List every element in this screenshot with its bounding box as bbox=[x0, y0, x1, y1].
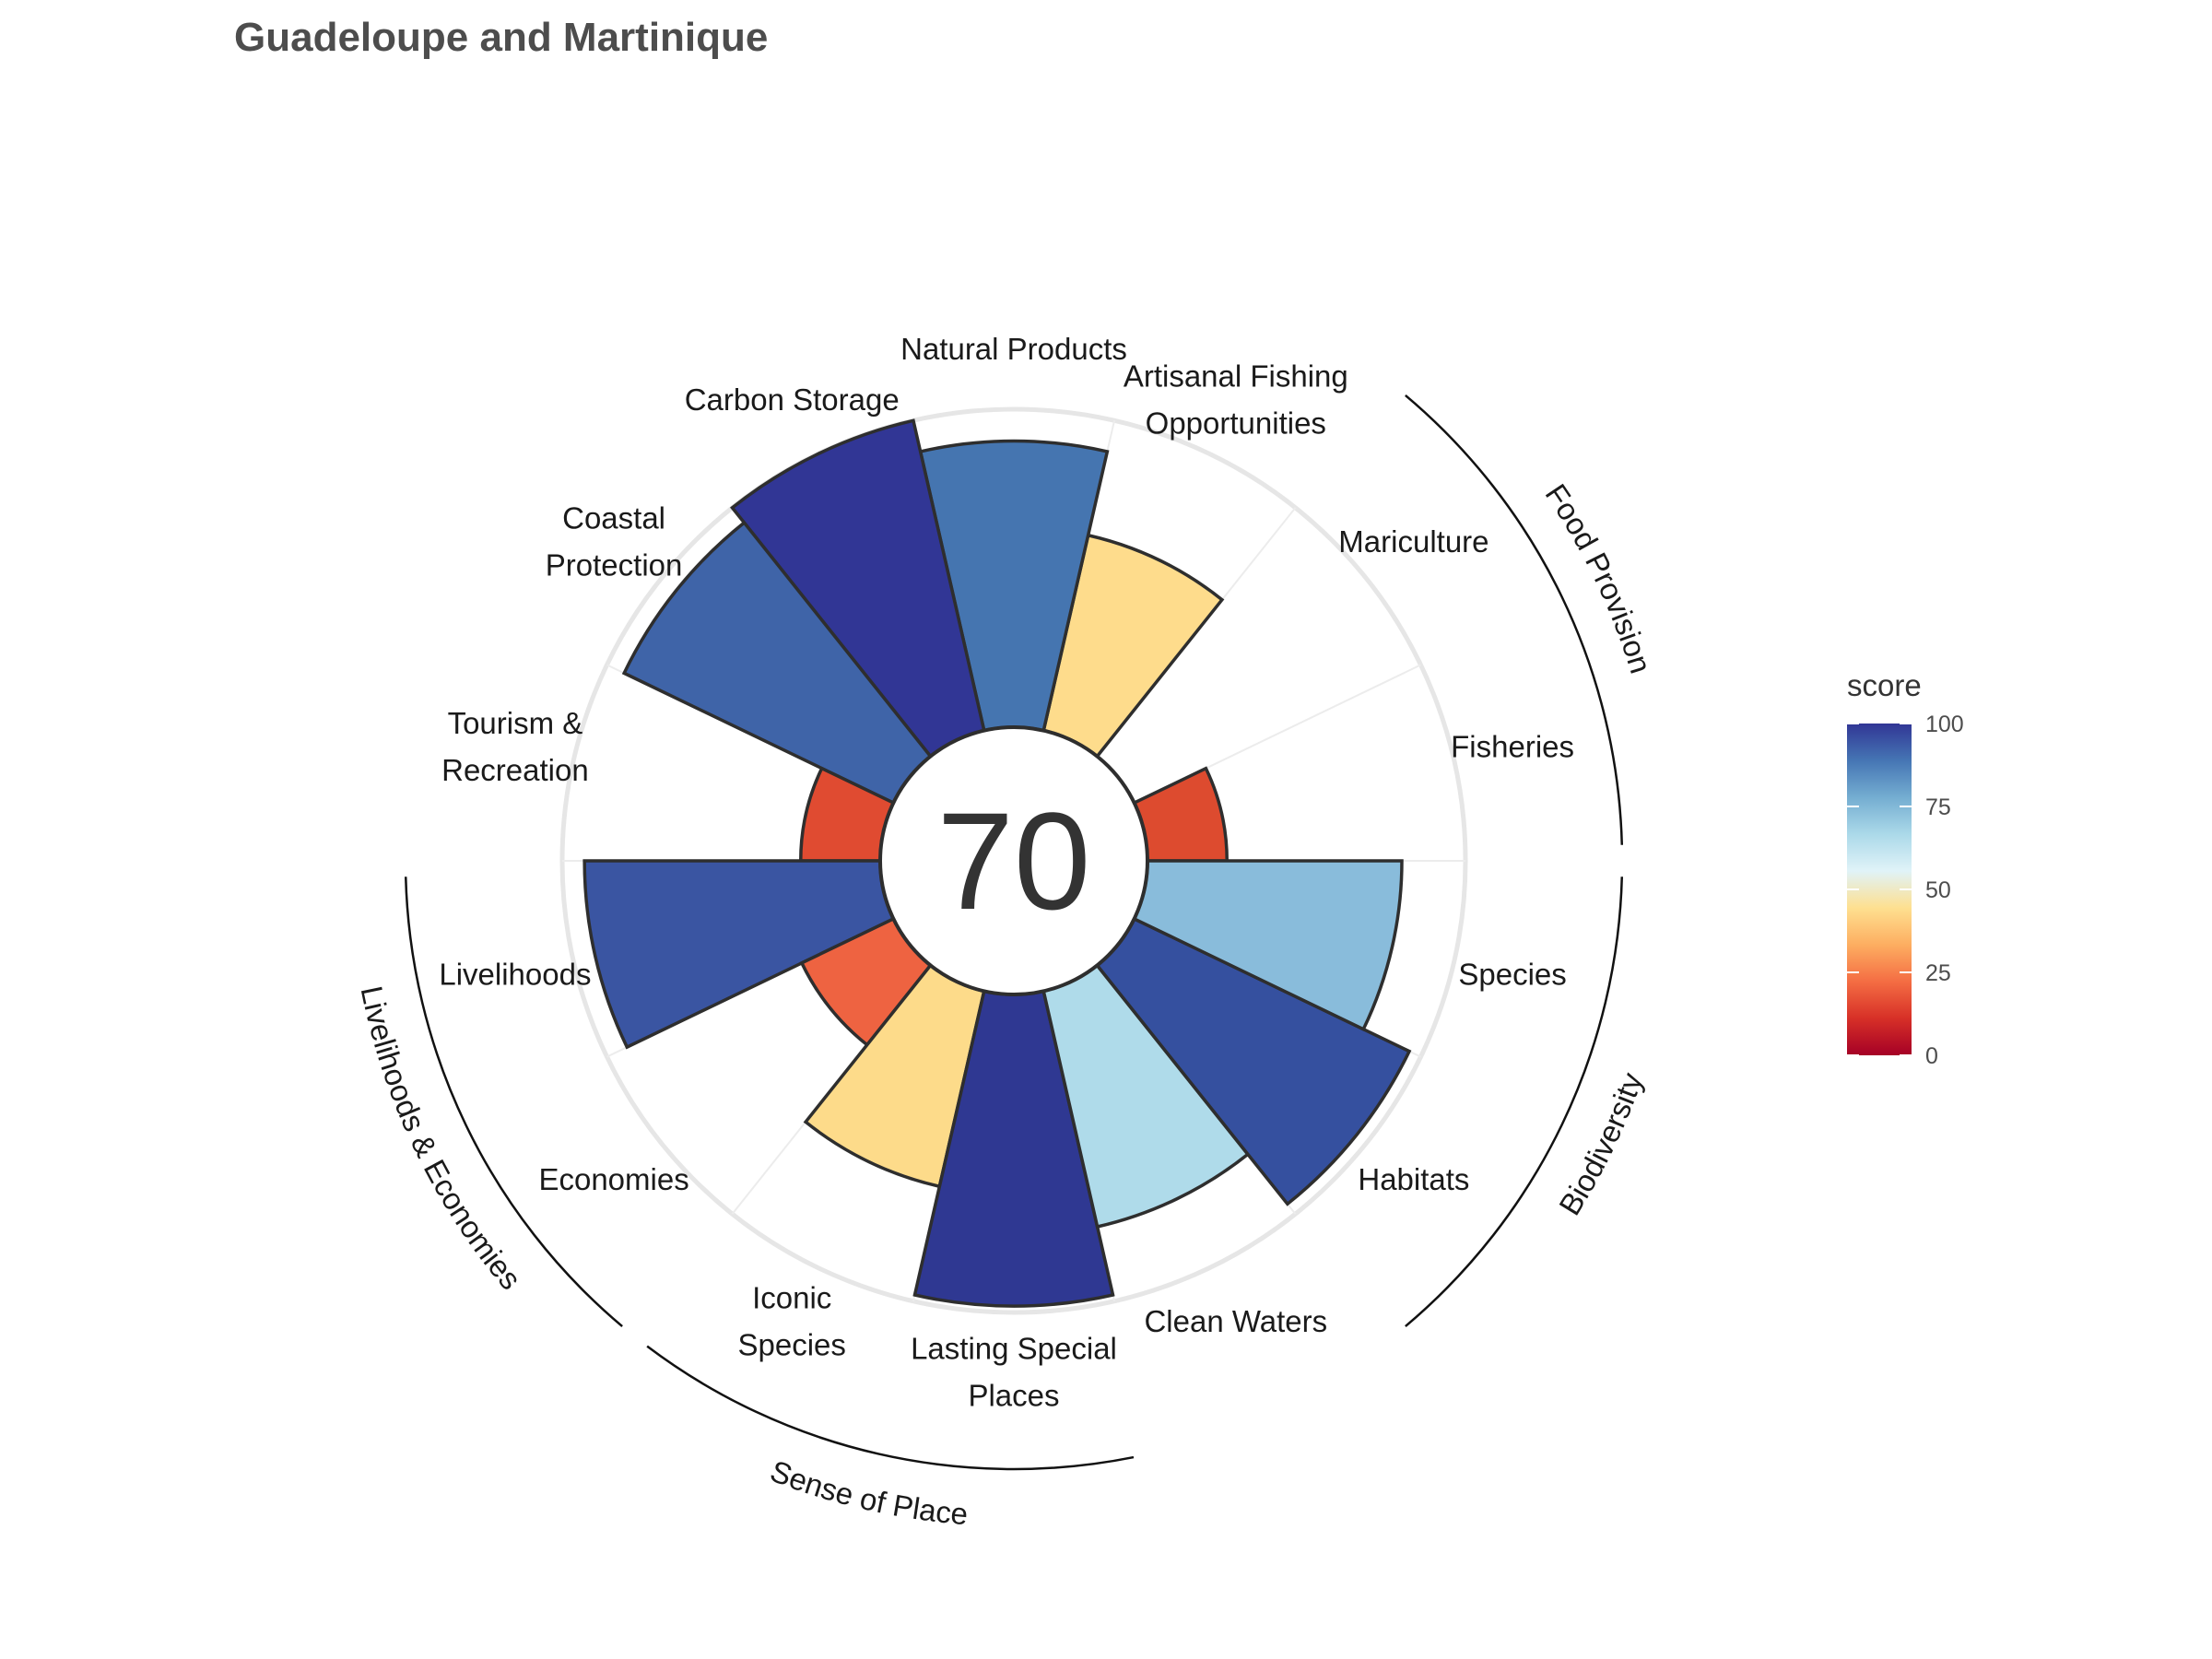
goal-label: Habitats bbox=[1358, 1162, 1469, 1196]
goal-label: Species bbox=[1458, 957, 1566, 991]
goal-label: Places bbox=[968, 1379, 1059, 1413]
goal-label: Protection bbox=[546, 547, 683, 582]
goal-label: Opportunities bbox=[1146, 406, 1326, 440]
legend: score 0 25 50 75 100 bbox=[1847, 668, 1964, 1069]
group-label: Food Provision bbox=[1539, 477, 1659, 677]
goal-label: Recreation bbox=[441, 753, 589, 787]
group-label: Biodiversity bbox=[1552, 1068, 1649, 1221]
group-arc bbox=[404, 877, 623, 1328]
goal-label: Iconic bbox=[752, 1281, 831, 1315]
goal-label: Tourism & bbox=[448, 706, 583, 740]
center-circle: 70 bbox=[878, 725, 1149, 996]
goal-label: Artisanal Fishing bbox=[1124, 359, 1348, 393]
goal-label: Carbon Storage bbox=[685, 382, 900, 417]
center-disc bbox=[878, 725, 1149, 996]
goal-label: Mariculture bbox=[1338, 524, 1488, 559]
group-arc bbox=[1405, 877, 1624, 1328]
goal-label: Clean Waters bbox=[1144, 1304, 1327, 1338]
goal-label: Natural Products bbox=[900, 332, 1127, 366]
petals bbox=[582, 418, 1412, 1308]
group-label: Livelihoods & Economies bbox=[355, 983, 528, 1296]
goal-label: Economies bbox=[538, 1162, 688, 1196]
goal-label: Species bbox=[737, 1328, 845, 1362]
center-score: 70 bbox=[937, 783, 1091, 938]
goal-label: Fisheries bbox=[1451, 730, 1574, 764]
goal-label: Lasting Special bbox=[911, 1332, 1117, 1366]
legend-tick-label: 25 bbox=[1925, 960, 1951, 986]
group-arc bbox=[646, 1345, 1135, 1471]
legend-title: score bbox=[1847, 668, 1922, 702]
chart-title: Guadeloupe and Martinique bbox=[234, 15, 768, 60]
legend-tick-label: 100 bbox=[1925, 712, 1964, 737]
group-arc bbox=[1405, 394, 1624, 845]
legend-tick-label: 0 bbox=[1925, 1043, 1938, 1069]
goal-label: Coastal bbox=[562, 500, 665, 535]
goal-labels: Fisheries Mariculture Artisanal Fishing Opp… bbox=[439, 332, 1574, 1413]
legend-tick-label: 75 bbox=[1925, 794, 1951, 820]
legend-tick-label: 50 bbox=[1925, 877, 1951, 903]
goal-label: Livelihoods bbox=[439, 957, 591, 991]
